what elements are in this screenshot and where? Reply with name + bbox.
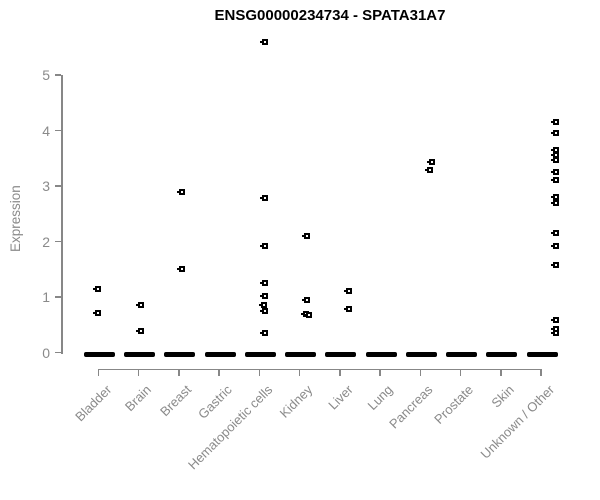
zero-cluster-bar <box>486 352 518 357</box>
data-point <box>551 157 560 164</box>
x-category-label: Kidney <box>276 382 316 421</box>
x-tick <box>339 368 341 376</box>
y-tick <box>54 129 61 132</box>
data-point <box>176 265 185 272</box>
data-point <box>176 189 185 196</box>
data-point <box>551 316 560 323</box>
x-tick <box>137 368 140 376</box>
data-point <box>551 118 560 125</box>
zero-cluster-bar <box>285 352 317 357</box>
x-category-label: Gastric <box>194 382 235 422</box>
y-tick <box>54 351 61 354</box>
y-tick-label: 2 <box>42 233 50 250</box>
y-axis-line <box>61 74 63 354</box>
data-point <box>259 329 268 336</box>
x-tick <box>459 368 462 376</box>
y-tick <box>54 296 61 298</box>
zero-cluster-bar <box>244 352 276 357</box>
data-point <box>551 242 560 249</box>
y-tick <box>54 185 61 187</box>
zero-cluster-bar <box>204 352 236 357</box>
data-point <box>551 199 560 206</box>
x-category-label: Skin <box>487 382 517 411</box>
x-tick <box>379 368 381 376</box>
zero-cluster-bar <box>124 352 156 357</box>
y-tick-label: 3 <box>42 178 50 194</box>
x-category-label: Breast <box>157 382 195 420</box>
data-point <box>259 279 268 286</box>
x-tick <box>218 368 220 376</box>
data-point <box>550 193 559 200</box>
x-category-label: Brain <box>122 382 155 415</box>
data-point <box>136 328 145 335</box>
chart-title: ENSG00000234734 - SPATA31A7 <box>214 7 446 24</box>
x-category-label: Pancreas <box>386 382 436 432</box>
data-point <box>136 301 145 308</box>
data-point <box>551 151 560 158</box>
data-point <box>343 287 352 294</box>
y-tick-label: 5 <box>42 67 50 83</box>
x-category-label: Lung <box>364 382 396 414</box>
zero-cluster-bar <box>405 352 437 357</box>
x-tick <box>97 368 100 376</box>
zero-cluster-bar <box>365 352 397 357</box>
data-point <box>343 305 352 312</box>
x-tick <box>500 368 502 376</box>
zero-cluster-bar <box>526 352 558 357</box>
data-point <box>426 158 435 165</box>
data-point <box>259 242 268 249</box>
zero-cluster-bar <box>446 352 478 357</box>
data-point <box>93 309 102 316</box>
data-point <box>551 168 560 175</box>
data-point <box>302 232 311 239</box>
data-point <box>260 308 269 315</box>
data-point <box>551 129 560 136</box>
zero-cluster-bar <box>164 352 196 357</box>
y-tick-label: 0 <box>42 344 50 361</box>
y-tick <box>54 74 61 76</box>
data-point <box>93 285 102 292</box>
data-point <box>551 261 560 268</box>
data-point <box>302 296 311 303</box>
x-category-label: Bladder <box>71 382 114 425</box>
y-tick <box>54 240 61 243</box>
data-point <box>425 166 434 173</box>
x-tick <box>178 368 180 376</box>
data-point <box>259 195 268 202</box>
data-point <box>551 330 560 337</box>
y-tick-label: 1 <box>42 289 50 305</box>
data-point <box>551 176 560 183</box>
x-tick <box>258 368 261 376</box>
x-category-label: Prostate <box>431 382 477 427</box>
x-category-label: Liver <box>324 382 356 413</box>
x-tick <box>540 368 542 376</box>
x-tick <box>298 368 301 376</box>
x-tick <box>419 368 422 376</box>
data-point <box>259 293 268 300</box>
data-point <box>304 311 313 318</box>
y-axis-label: Expression <box>8 185 23 252</box>
data-point <box>551 229 560 236</box>
data-point <box>259 39 268 46</box>
data-point <box>259 302 268 309</box>
x-axis-line <box>98 368 542 370</box>
x-category-label: Unknown / Other <box>477 382 557 462</box>
zero-cluster-bar <box>83 352 115 357</box>
zero-cluster-bar <box>325 352 357 357</box>
y-tick-label: 4 <box>42 122 50 139</box>
